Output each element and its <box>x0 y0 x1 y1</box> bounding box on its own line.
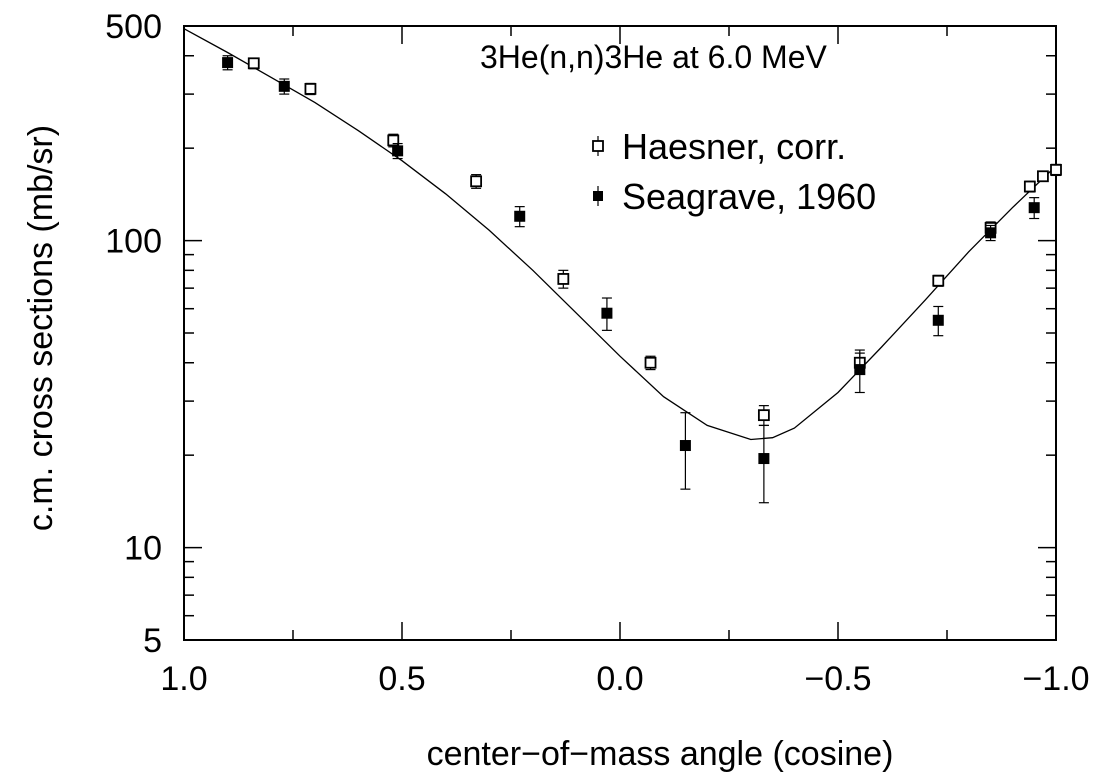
seagrave-point <box>932 305 944 337</box>
plot-frame <box>183 25 1057 641</box>
filled-square-marker <box>222 57 234 69</box>
seagrave-point <box>758 424 770 504</box>
filled-square-marker <box>514 210 526 222</box>
filled-square-marker <box>854 364 866 376</box>
filled-square-marker <box>758 453 770 465</box>
seagrave-point <box>278 78 290 95</box>
haesner-point <box>304 82 317 96</box>
haesner-point <box>557 269 570 289</box>
tick-marks <box>183 25 1057 641</box>
open-square-marker <box>1023 180 1036 193</box>
y-tick-label: 5 <box>143 622 162 660</box>
open-square-marker <box>757 409 770 422</box>
x-tick-label: 1.0 <box>160 660 207 698</box>
legend-label: Seagrave, 1960 <box>622 176 876 217</box>
haesner-point <box>1050 163 1062 177</box>
haesner-point <box>932 274 945 287</box>
seagrave-point <box>679 412 691 490</box>
legend-open-square <box>592 140 604 152</box>
haesner-point <box>387 133 400 148</box>
legend-item: Haesner, corr. <box>592 126 846 167</box>
filled-square-marker <box>985 227 997 239</box>
tick-labels: 1.0 0.5 0.0 −0.5 −1.0 500 100 10 5 <box>105 8 1089 698</box>
filled-square-marker <box>679 440 691 452</box>
haesner-point <box>1023 180 1036 193</box>
legend-item: Seagrave, 1960 <box>593 176 876 217</box>
filled-square-marker <box>1028 202 1040 214</box>
seagrave-point <box>854 349 866 394</box>
filled-square-marker <box>932 314 944 326</box>
y-axis-title: c.m. cross sections (mb/sr) <box>22 125 60 531</box>
haesner-point <box>470 174 483 189</box>
y-tick-label: 100 <box>105 223 162 261</box>
plot-title: 3He(n,n)3He at 6.0 MeV <box>480 39 828 75</box>
open-square-marker <box>247 57 260 70</box>
open-square-marker <box>304 82 317 95</box>
open-square-marker <box>644 356 657 369</box>
filled-square-marker <box>601 307 613 319</box>
open-square-marker <box>932 274 945 287</box>
fit-curve <box>183 28 1057 441</box>
filled-square-marker <box>278 80 290 92</box>
filled-square-marker <box>392 145 404 157</box>
open-square-marker <box>1037 170 1049 183</box>
open-square-marker <box>470 175 483 188</box>
seagrave-point <box>1028 197 1040 220</box>
y-tick-label: 500 <box>105 8 162 46</box>
x-axis-title: center−of−mass angle (cosine) <box>427 735 894 773</box>
haesner-point <box>757 405 770 427</box>
x-tick-label: 0.0 <box>596 660 643 698</box>
seagrave-point <box>392 142 404 160</box>
seagrave-point <box>985 224 997 242</box>
seagrave-point <box>222 55 234 71</box>
x-tick-label: 0.5 <box>378 660 425 698</box>
x-tick-label: −0.5 <box>804 660 871 698</box>
legend-filled-square <box>593 191 603 201</box>
legend-label: Haesner, corr. <box>622 126 846 167</box>
x-tick-label: −1.0 <box>1022 660 1089 698</box>
seagrave-point <box>601 297 613 331</box>
haesner-point <box>644 355 657 371</box>
legend: Haesner, corr. Seagrave, 1960 <box>592 126 876 217</box>
haesner-point <box>247 57 260 70</box>
data-points <box>222 55 1062 504</box>
y-tick-label: 10 <box>124 530 162 568</box>
open-square-marker <box>1050 163 1062 176</box>
seagrave-point <box>514 206 526 228</box>
haesner-point <box>1037 170 1049 183</box>
open-square-marker <box>557 273 570 285</box>
